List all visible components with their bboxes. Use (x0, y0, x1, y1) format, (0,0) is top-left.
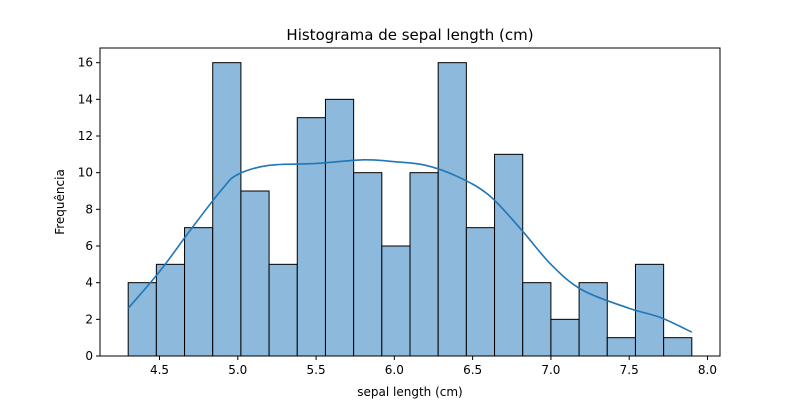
y-tick-label: 8 (85, 202, 93, 216)
x-tick-label: 6.5 (463, 363, 482, 377)
histogram-bar (184, 227, 214, 357)
bars-group (127, 62, 693, 357)
kde-line (127, 158, 693, 333)
y-tick-label: 12 (78, 129, 93, 143)
y-tick-label: 0 (85, 349, 93, 363)
histogram-bar (381, 245, 411, 357)
histogram-bar (578, 282, 608, 357)
histogram-bar (550, 318, 580, 357)
plot-frame (99, 47, 721, 357)
y-tick-label: 10 (78, 166, 93, 180)
y-tick-label: 14 (78, 92, 93, 106)
histogram-bar (606, 337, 636, 357)
histogram-bar (663, 337, 693, 357)
y-axis-label: Frequência (53, 169, 67, 235)
x-tick-label: 6.0 (385, 363, 404, 377)
x-tick-label: 5.5 (307, 363, 326, 377)
histogram-bar (212, 62, 242, 357)
y-tick-label: 4 (85, 276, 93, 290)
y-axis-ticks: 0 2 4 6 8 10 12 14 16 (78, 56, 100, 363)
histogram-bar (353, 172, 383, 357)
x-axis-ticks: 4.5 5.0 5.5 6.0 6.5 7.0 7.5 8.0 (150, 356, 717, 377)
histogram-bar (522, 282, 552, 357)
histogram-bar (268, 263, 298, 357)
histogram-bar (437, 62, 467, 357)
histogram-bar (240, 190, 270, 357)
x-tick-label: 7.0 (541, 363, 560, 377)
histogram-bar (409, 172, 439, 357)
histogram-bar (324, 98, 355, 357)
y-tick-label: 6 (85, 239, 93, 253)
y-tick-label: 16 (78, 56, 93, 70)
histogram-bar (127, 282, 157, 357)
histogram-bar (465, 227, 496, 357)
kde-group (127, 158, 693, 333)
x-tick-label: 4.5 (150, 363, 169, 377)
histogram-bar (155, 263, 186, 357)
x-tick-label: 8.0 (698, 363, 717, 377)
histogram-bar (494, 153, 524, 357)
y-tick-label: 2 (85, 312, 93, 326)
histogram-bar (296, 117, 326, 357)
x-tick-label: 7.5 (620, 363, 639, 377)
histogram-bar (634, 263, 665, 357)
x-tick-label: 5.0 (228, 363, 247, 377)
chart-title: Histograma de sepal length (cm) (286, 26, 533, 44)
x-axis-label: sepal length (cm) (357, 385, 462, 399)
